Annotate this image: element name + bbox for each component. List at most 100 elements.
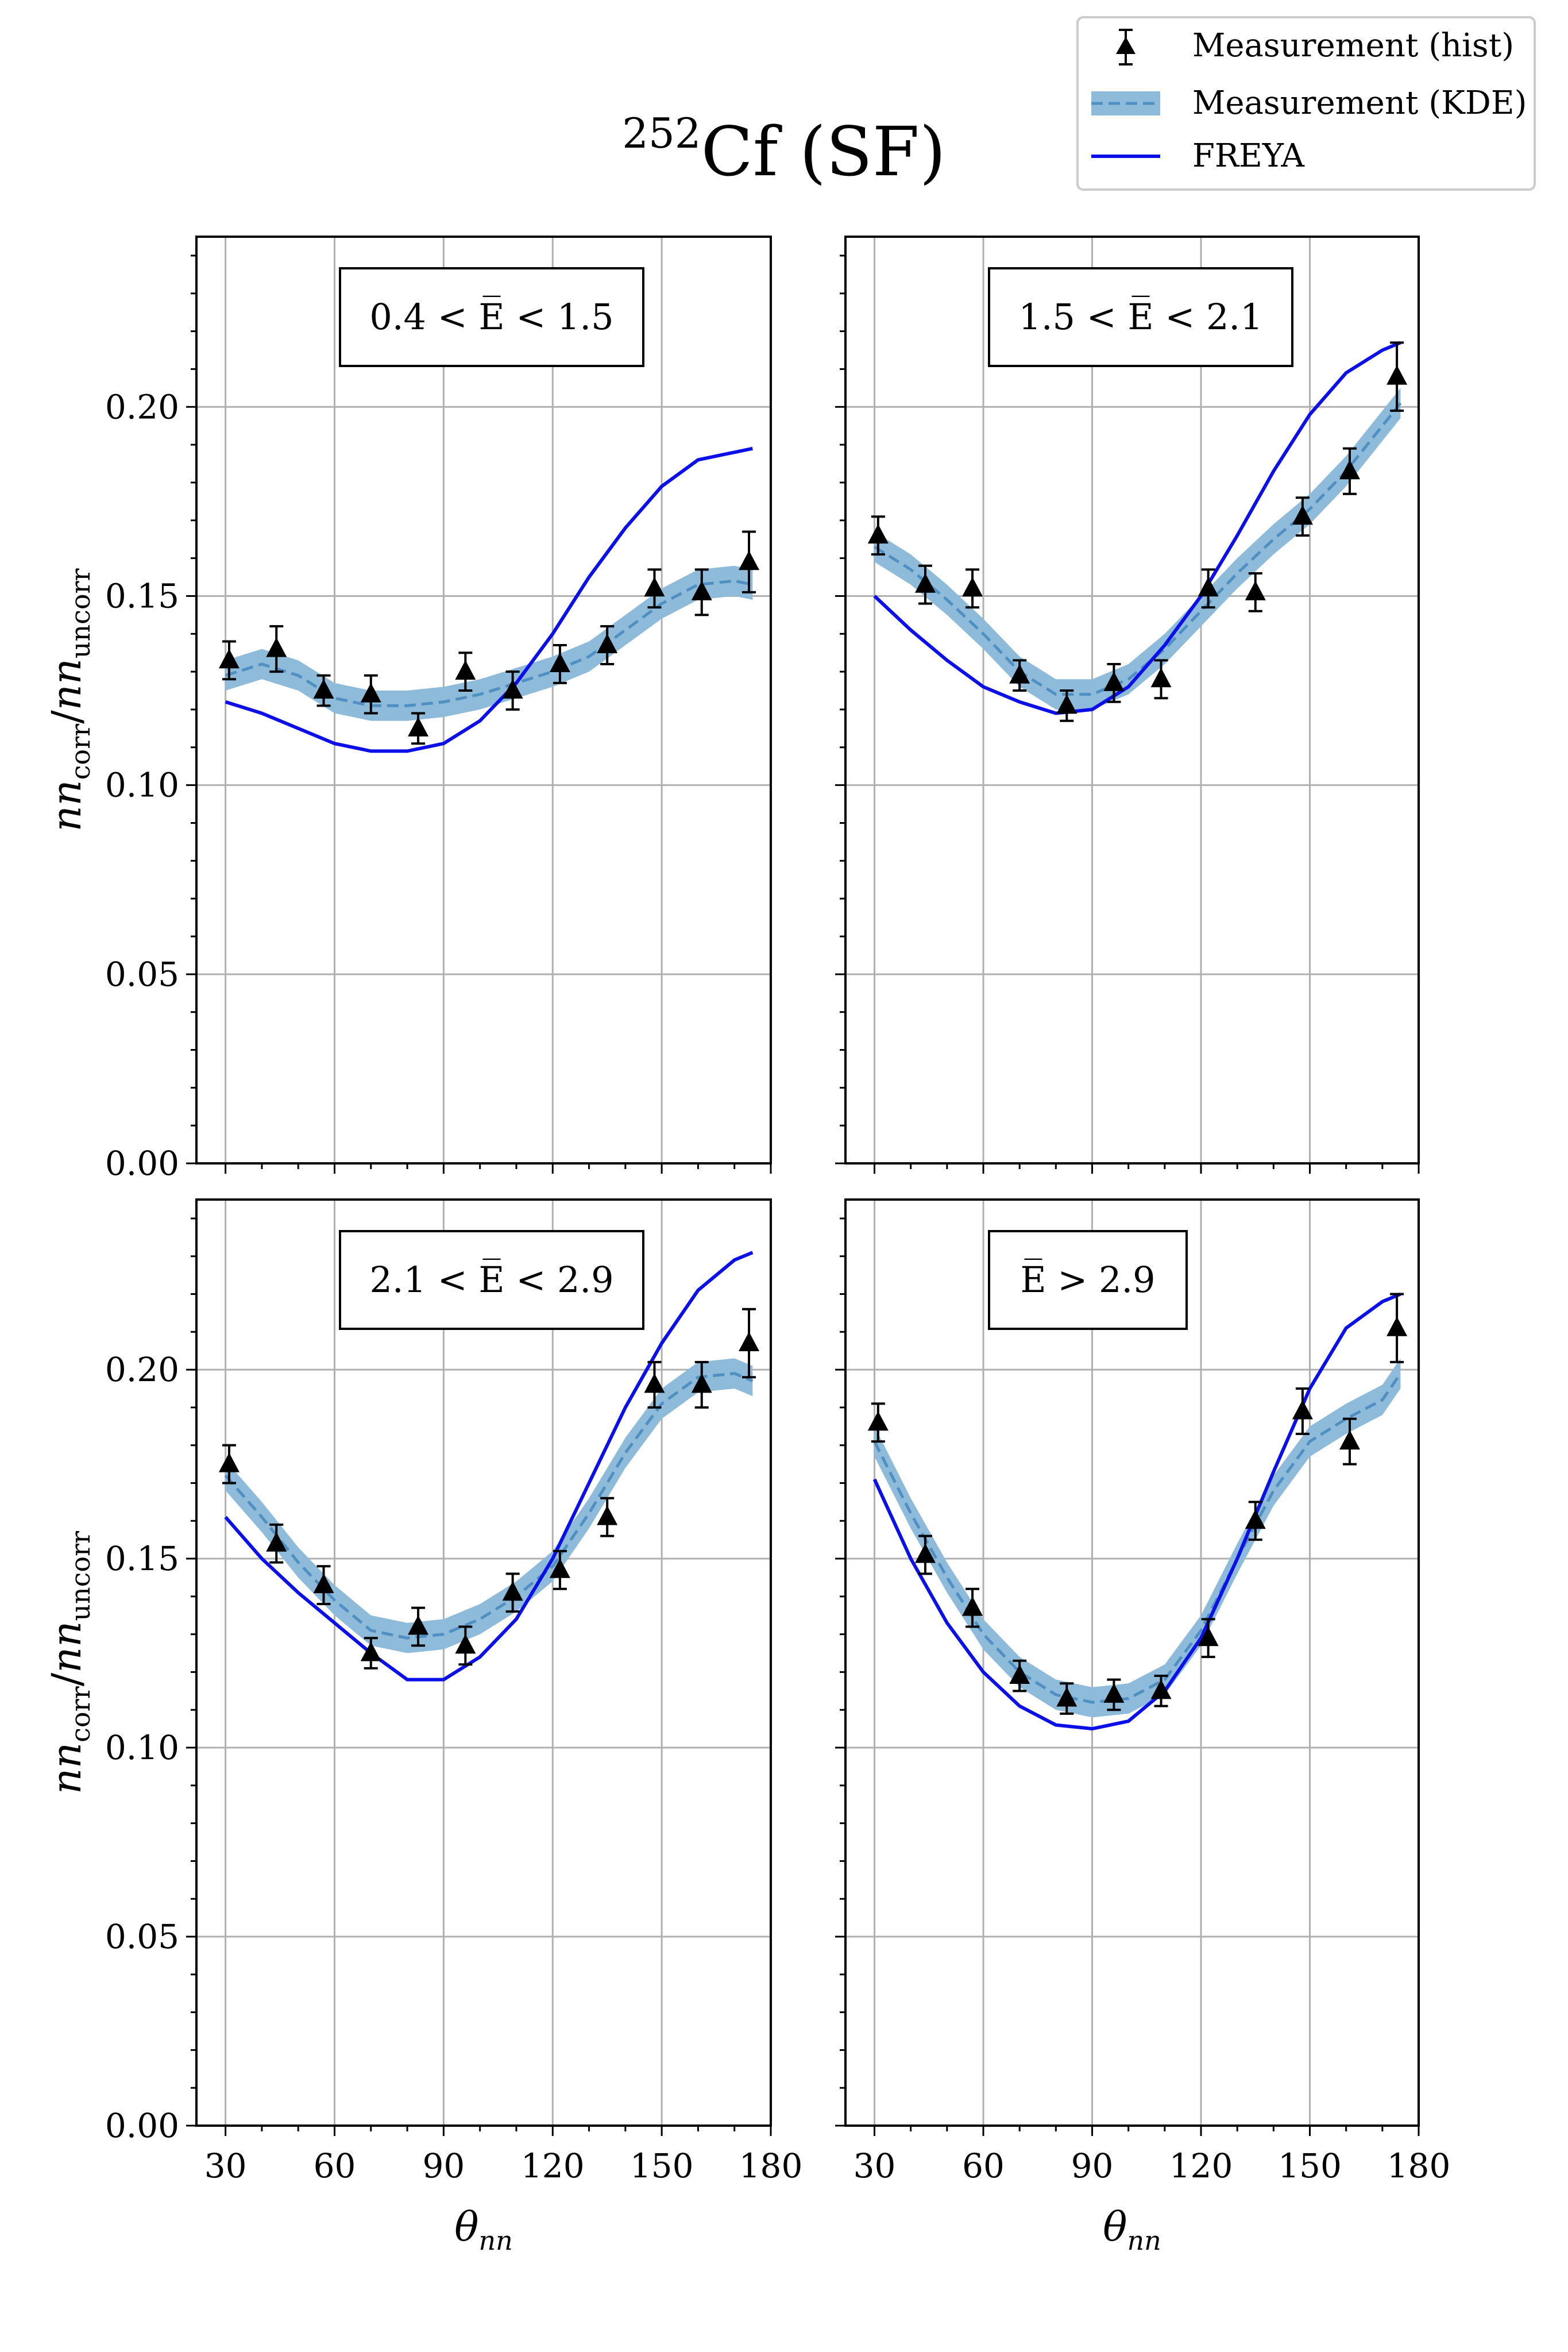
hist-point xyxy=(313,674,334,707)
y-tick-label: 0.15 xyxy=(105,576,179,615)
legend-entry-hist: Measurement (hist) xyxy=(1116,27,1514,65)
hist-point xyxy=(597,1497,618,1537)
hist-marker xyxy=(218,649,240,669)
x-axis-label-sub: nn xyxy=(478,2225,512,2256)
hist-marker xyxy=(266,1532,287,1552)
kde-line xyxy=(874,402,1402,696)
hist-marker xyxy=(549,652,570,672)
y-tick-label: 0.05 xyxy=(105,1917,179,1956)
hist-point xyxy=(691,568,712,616)
freya-line xyxy=(872,1292,1401,1731)
kde-band xyxy=(225,1358,753,1653)
panel-label-box xyxy=(988,267,1293,367)
hist-marker xyxy=(455,660,476,680)
x-axis-label-sub: nn xyxy=(1127,2225,1161,2256)
hist-point xyxy=(1198,1618,1219,1659)
y-axis-label-num: nn xyxy=(43,1742,90,1794)
x-tick-label: 30 xyxy=(853,2146,896,2185)
hist-point xyxy=(266,1523,287,1564)
hist-point xyxy=(1150,659,1172,700)
hist-marker xyxy=(867,1411,889,1431)
hist-marker xyxy=(1009,664,1030,684)
hist-marker xyxy=(739,1332,760,1352)
hist-point xyxy=(360,674,381,715)
hist-marker xyxy=(1150,668,1172,688)
x-tick-label: 150 xyxy=(630,2146,694,2185)
panel-label-box xyxy=(339,1230,644,1330)
plot-frame xyxy=(844,236,1420,1165)
x-tick-label: 30 xyxy=(204,2146,247,2185)
x-axis-label: θnn xyxy=(1103,2203,1161,2256)
hist-marker xyxy=(313,1574,334,1594)
hist-marker xyxy=(1339,460,1360,480)
hist-point xyxy=(408,712,429,745)
plot-frame xyxy=(195,1198,772,2127)
hist-marker xyxy=(597,634,618,654)
y-axis-label-den: nn xyxy=(43,658,90,710)
freya-line xyxy=(224,1251,754,1682)
hist-point xyxy=(867,1402,889,1443)
hist-marker xyxy=(644,1373,665,1393)
hist-marker xyxy=(502,1581,523,1601)
y-tick-label: 0.20 xyxy=(105,387,179,426)
hist-marker xyxy=(408,1615,429,1635)
hist-marker xyxy=(408,716,429,737)
hist-point xyxy=(739,530,760,593)
hist-marker xyxy=(914,573,936,593)
hist-marker xyxy=(455,1634,476,1654)
hist-point xyxy=(597,625,618,665)
hist-point xyxy=(1103,1678,1125,1711)
hist-point xyxy=(691,1360,712,1409)
figure-title: 252Cf (SF) xyxy=(622,109,946,191)
hist-marker xyxy=(962,577,983,597)
hist-marker xyxy=(1292,505,1313,525)
kde-line xyxy=(873,1372,1402,1704)
hist-point xyxy=(1387,341,1408,412)
x-tick-label: 60 xyxy=(314,2146,356,2185)
figure-title-main: Cf (SF) xyxy=(701,112,946,191)
panel-4: 30 60 90 120 150 180 θnn E̅ > 2.9 xyxy=(835,1198,1450,2256)
hist-marker xyxy=(1198,577,1219,597)
hist-point xyxy=(1198,568,1219,609)
y-axis-label-den: nn xyxy=(43,1621,90,1673)
kde-line xyxy=(224,1372,754,1640)
panel-2: 1.5 < E̅ < 2.1 xyxy=(835,236,1420,1174)
freya-line xyxy=(225,446,753,753)
panel-label-box xyxy=(339,267,644,367)
hist-point xyxy=(739,1308,760,1379)
y-axis-label: nncorr/nnuncorr xyxy=(43,1531,96,1794)
y-axis-label-sep: / xyxy=(43,1672,90,1686)
hist-marker xyxy=(218,1452,240,1472)
y-axis-label-num: nn xyxy=(43,780,90,831)
x-tick-label: 90 xyxy=(422,2146,465,2185)
legend: Measurement (hist) Measurement (KDE) FRE… xyxy=(1076,16,1536,191)
panel-label: E̅ > 2.9 xyxy=(1020,1259,1155,1301)
kde-band xyxy=(225,565,753,721)
hist-marker xyxy=(360,683,381,703)
y-tick-label: 0.10 xyxy=(105,1728,179,1767)
hist-marker xyxy=(1103,671,1125,691)
legend-hist-marker xyxy=(1116,37,1136,54)
hist-point xyxy=(962,568,983,609)
y-axis-label-num-sub: corr xyxy=(65,724,96,780)
kde-band xyxy=(874,388,1401,710)
hist-marker xyxy=(502,679,523,699)
x-tick-label: 180 xyxy=(739,2146,803,2185)
hist-marker xyxy=(313,679,334,699)
hist-point xyxy=(1339,447,1360,495)
hist-marker xyxy=(867,524,889,544)
hist-point xyxy=(1150,1675,1172,1707)
hist-point xyxy=(644,1360,665,1409)
y-tick-label: 0.20 xyxy=(105,1350,179,1389)
hist-point xyxy=(644,568,665,609)
legend-entry-freya: FREYA xyxy=(1091,137,1305,175)
x-tick-label: 90 xyxy=(1071,2146,1114,2185)
hist-point xyxy=(1292,1387,1313,1435)
hist-marker xyxy=(266,637,287,657)
legend-label-freya: FREYA xyxy=(1192,137,1305,175)
hist-point xyxy=(1245,572,1266,612)
hist-point xyxy=(1009,1659,1030,1692)
y-axis-label-den-sub: uncorr xyxy=(65,568,96,658)
